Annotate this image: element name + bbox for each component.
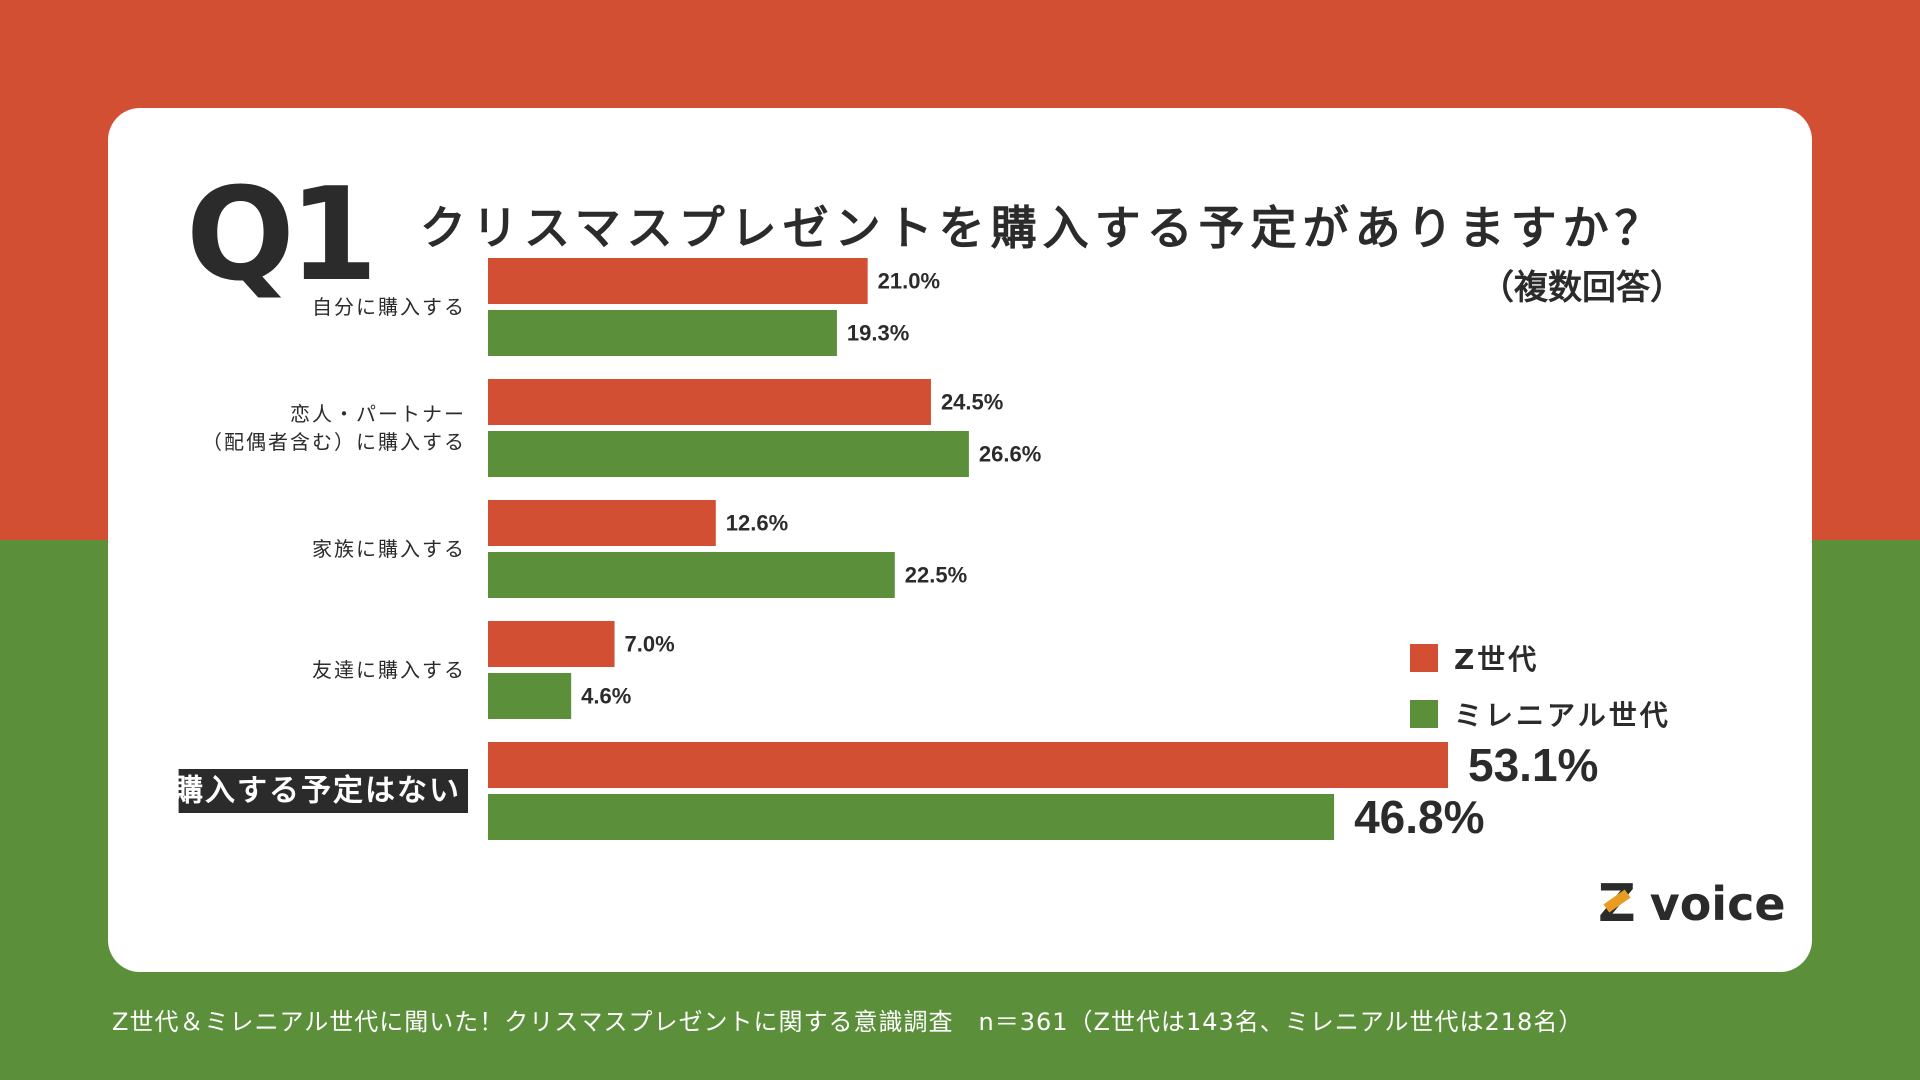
logo-text: voice (1649, 877, 1786, 931)
bar-millennial-4 (488, 794, 1335, 840)
chart-legend: Z世代 ミレニアル世代 (1410, 638, 1671, 750)
value-label-z-0: 21.0% (878, 269, 940, 294)
bar-millennial-1 (488, 431, 969, 477)
bar-z-2 (488, 500, 716, 546)
value-label-millennial-0: 19.3% (847, 321, 909, 346)
question-subtitle: （複数回答） (1480, 268, 1684, 308)
bar-millennial-0 (488, 310, 837, 356)
value-label-millennial-3: 4.6% (581, 684, 631, 709)
legend-item-millennial: ミレニアル世代 (1410, 694, 1671, 734)
bar-z-1 (488, 379, 931, 425)
category-label-2: 家族に購入する (312, 537, 466, 561)
question-number: Q1 (186, 161, 378, 310)
bar-z-3 (488, 621, 615, 667)
legend-label-millennial: ミレニアル世代 (1454, 699, 1671, 732)
bar-chart: 21.0% 19.3% 自分に購入する 24.5% 26.6% 恋人・パートナー （配偶者含… (173, 258, 1598, 843)
bar-z-4 (488, 742, 1448, 788)
chart-card: Q1 クリスマスプレゼントを購入する予定がありますか？ （複数回答） 21.0%… (108, 108, 1812, 972)
bar-millennial-2 (488, 552, 895, 598)
legend-item-z: Z世代 (1410, 638, 1671, 678)
legend-swatch-z (1410, 644, 1438, 672)
value-label-z-4: 53.1% (1468, 739, 1598, 791)
legend-swatch-millennial (1410, 700, 1438, 728)
value-label-z-3: 7.0% (625, 632, 675, 657)
value-label-millennial-2: 22.5% (905, 563, 967, 588)
value-label-millennial-1: 26.6% (979, 442, 1041, 467)
category-label-1-line-0: 恋人・パートナー (290, 402, 466, 426)
bar-millennial-3 (488, 673, 572, 719)
zvoice-logo: Z voice (1598, 878, 1786, 930)
legend-label-z: Z世代 (1454, 643, 1540, 676)
highlight-label-bg (178, 769, 468, 813)
category-label-4: 購入する予定はない (173, 774, 461, 809)
bar-z-0 (488, 258, 868, 304)
category-label-1-line-1: （配偶者含む）に購入する (202, 430, 466, 454)
value-label-millennial-4: 46.8% (1354, 791, 1484, 843)
value-label-z-2: 12.6% (726, 511, 788, 536)
question-title: クリスマスプレゼントを購入する予定がありますか？ (420, 201, 1667, 255)
category-label-3: 友達に購入する (312, 658, 466, 682)
logo-z-mark: Z (1598, 878, 1636, 930)
survey-footer: Z世代＆ミレニアル世代に聞いた！クリスマスプレゼントに関する意識調査 n＝361… (112, 1008, 1584, 1036)
category-label-0: 自分に購入する (312, 295, 466, 319)
value-label-z-1: 24.5% (941, 390, 1003, 415)
